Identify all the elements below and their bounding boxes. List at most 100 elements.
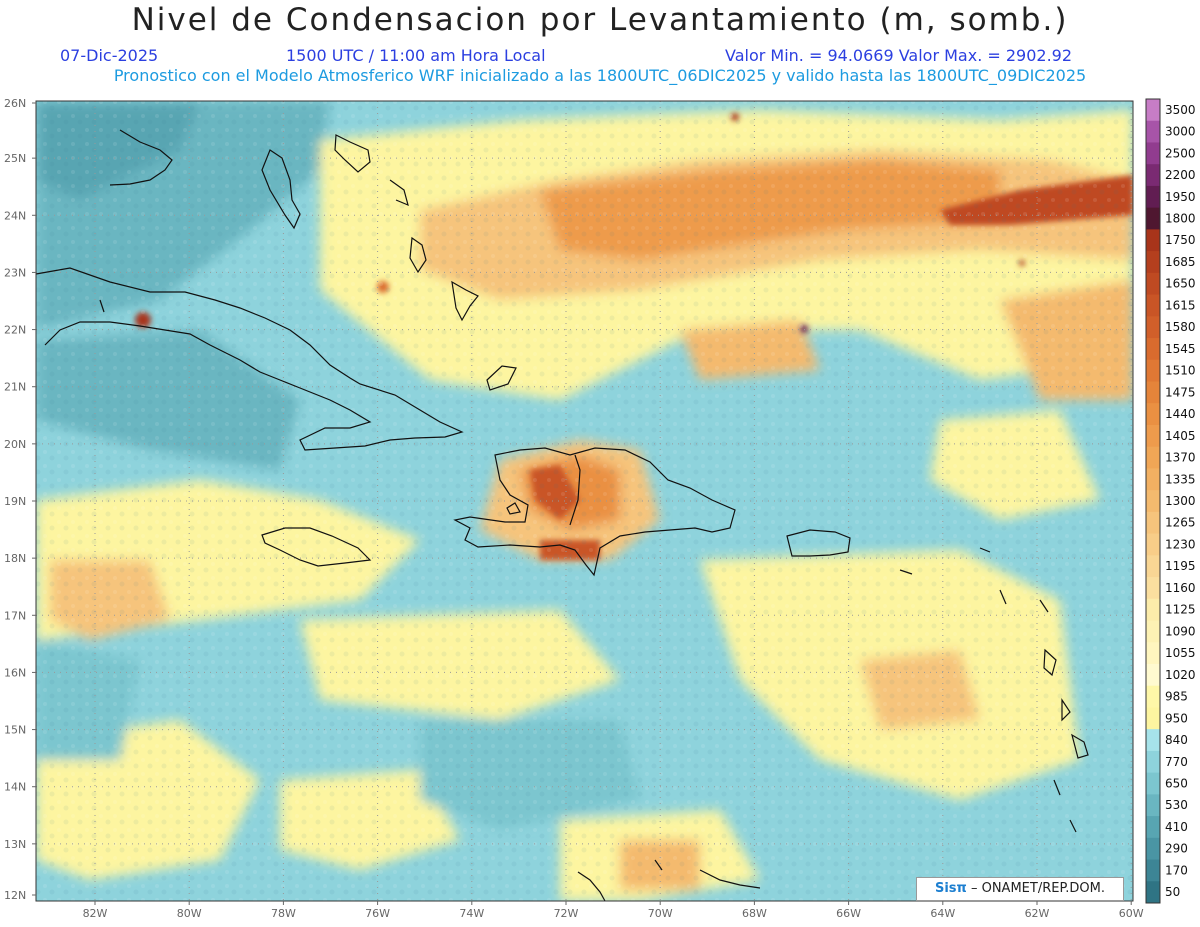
lat-label: 16N [4,666,26,679]
colorbar-label: 650 [1165,776,1188,790]
longitude-labels: 82W 80W 78W 76W 74W 72W 70W 68W 66W 64W 62W 60W [83,901,1144,920]
colorbar-label: 2500 [1165,146,1196,160]
colorbar-label: 290 [1165,842,1188,856]
colorbar-swatch [1146,359,1160,382]
colorbar-label: 1800 [1165,212,1196,226]
colorbar-label: 1440 [1165,407,1196,421]
colorbar-label: 50 [1165,885,1180,899]
colorbar-label: 1020 [1165,668,1196,682]
colorbar-swatch [1146,663,1160,687]
lon-label: 62W [1025,907,1050,920]
lat-label: 25N [4,152,26,165]
colorbar-label: 1510 [1165,364,1196,378]
colorbar-swatch [1146,837,1160,861]
colorbar-swatch [1146,598,1160,622]
colorbar-swatch [1146,424,1160,448]
colorbar-swatch [1146,555,1160,578]
colorbar-label: 950 [1165,711,1188,725]
lon-label: 74W [459,907,484,920]
colorbar-label: 985 [1165,690,1188,704]
lat-label: 14N [4,781,26,794]
colorbar-swatch [1146,251,1160,274]
lat-label: 24N [4,209,26,222]
coastlines [35,129,1089,902]
colorbar-swatch [1146,533,1160,556]
lon-label: 64W [930,907,955,920]
colorbar-swatch [1146,294,1160,317]
lat-label: 19N [4,495,26,508]
colorbar-label: 1750 [1165,233,1196,247]
colorbar-swatch [1146,620,1160,643]
model-subtitle: Pronostico con el Modelo Atmosferico WRF… [113,66,1087,85]
colorbar-label: 1950 [1165,190,1196,204]
colorbar-label: 770 [1165,755,1188,769]
colorbar-swatch [1146,272,1160,296]
colorbar-swatch [1146,707,1160,730]
colorbar-label: 840 [1165,733,1188,747]
colorbar-label: 1160 [1165,581,1196,595]
colorbar-swatch [1146,381,1160,404]
colorbar-swatch [1146,794,1160,817]
colorbar-swatch [1146,207,1160,230]
colorbar-label: 1685 [1165,255,1196,269]
colorbar-swatch [1146,338,1160,361]
colorbar-swatch [1146,120,1160,143]
lat-label: 18N [4,552,26,565]
colorbar-swatch [1146,772,1160,795]
forecast-date: 07-Dic-2025 [60,46,159,65]
colorbar-label: 170 [1165,863,1188,877]
colorbar-label: 1055 [1165,646,1196,660]
colorbar-swatch [1146,729,1160,752]
colorbar-label: 1090 [1165,624,1196,638]
forecast-time: 1500 UTC / 11:00 am Hora Local [286,46,546,65]
colorbar-label: 1300 [1165,494,1196,508]
lat-label: 26N [4,97,26,110]
credit-text: – ONAMET/REP.DOM. [970,881,1105,896]
colorbar-swatch [1146,316,1160,339]
colorbar-swatch [1146,185,1160,209]
credit-box: Sisπ – ONAMET/REP.DOM. [916,877,1124,901]
colorbar-swatch [1146,164,1160,187]
colorbar: 3500 3000 2500 2200 1950 1800 1750 1685 1650 1615… [1145,98,1196,904]
lat-label: 23N [4,266,26,279]
lat-label: 21N [4,381,26,394]
lon-label: 78W [271,907,296,920]
shaded-field [36,101,1133,901]
map-title: Nivel de Condensacion por Levantamiento … [131,2,1069,38]
colorbar-swatch [1146,99,1160,122]
colorbar-swatch [1146,468,1160,491]
colorbar-label: 1125 [1165,603,1196,617]
colorbar-label: 3000 [1165,125,1196,139]
lat-label: 12N [4,889,26,902]
lat-label: 15N [4,724,26,737]
graticule [36,101,1133,901]
colorbar-swatch [1146,511,1160,535]
lat-label: 13N [4,838,26,851]
colorbar-swatch [1146,750,1160,774]
lon-label: 70W [648,907,673,920]
colorbar-swatch [1146,403,1160,426]
latitude-labels: 26N 25N 24N 23N 22N 21N 20N 19N 18N 17N 16N 15N 14N 1… [4,97,36,902]
colorbar-swatch [1146,229,1160,252]
lat-label: 20N [4,438,26,451]
colorbar-label: 1545 [1165,342,1196,356]
lon-label: 76W [365,907,390,920]
lat-label: 22N [4,324,26,337]
colorbar-label: 1335 [1165,472,1196,486]
colorbar-swatch [1146,446,1160,469]
colorbar-swatch [1146,490,1160,513]
colorbar-label: 3500 [1165,103,1196,117]
colorbar-label: 1265 [1165,516,1196,530]
lat-label: 17N [4,609,26,622]
lon-label: 80W [177,907,202,920]
sispi-logo: Sisπ [934,881,967,896]
colorbar-label: 1650 [1165,277,1196,291]
colorbar-label: 1230 [1165,537,1196,551]
colorbar-swatch [1146,685,1160,708]
lon-label: 68W [742,907,767,920]
lon-label: 82W [83,907,108,920]
colorbar-label: 530 [1165,798,1188,812]
colorbar-swatch [1146,577,1160,600]
colorbar-swatch [1146,142,1160,165]
